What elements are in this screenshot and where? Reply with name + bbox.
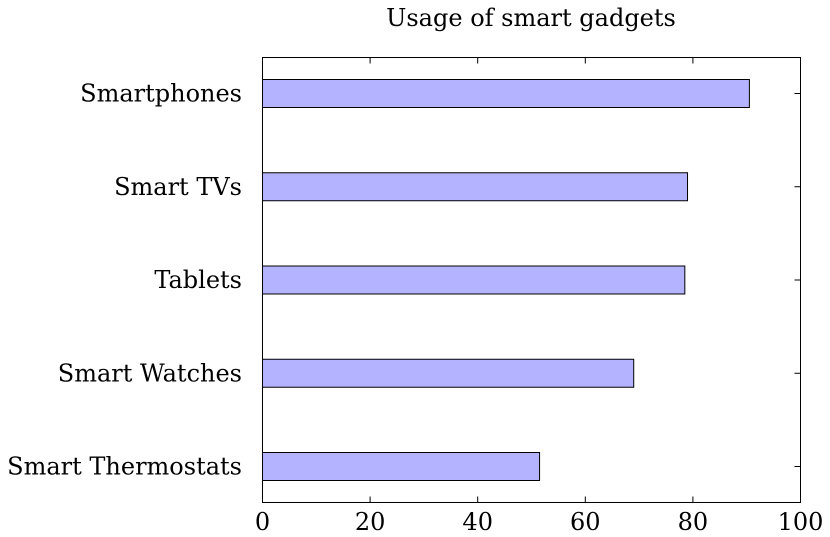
x-tick-label: 0 <box>255 508 270 536</box>
x-tick-label: 60 <box>570 508 601 536</box>
category-label: Smartphones <box>80 80 242 108</box>
category-label: Smart Thermostats <box>7 453 242 481</box>
x-tick-label: 100 <box>778 508 824 536</box>
category-label: Tablets <box>154 266 242 294</box>
x-tick-labels: 0 20 40 60 80 100 <box>255 508 824 536</box>
x-tick-label: 40 <box>462 508 493 536</box>
chart-title: Usage of smart gadgets <box>386 4 676 32</box>
category-label: Smart Watches <box>58 359 242 387</box>
category-label: Smart TVs <box>114 173 242 201</box>
bar-smart-watches <box>262 358 635 388</box>
bars <box>262 79 750 481</box>
x-tick-label: 20 <box>355 508 386 536</box>
bar-smartphones <box>262 79 750 108</box>
category-labels: Smartphones Smart TVs Tablets Smart Watches… <box>7 80 242 481</box>
bar-smart-tvs <box>262 172 689 202</box>
bar-tablets <box>262 265 686 295</box>
x-tick-label: 80 <box>678 508 709 536</box>
bar-smart-thermostats <box>262 452 541 481</box>
